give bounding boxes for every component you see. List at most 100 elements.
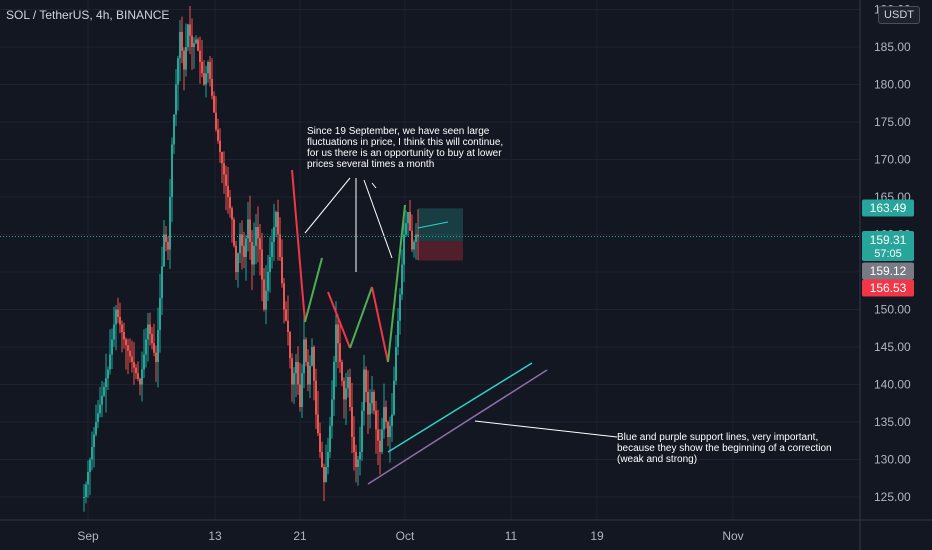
x-tick-label: 19 (590, 529, 604, 543)
candle-body (349, 377, 351, 407)
candle-body (123, 332, 125, 340)
candle-body (239, 234, 241, 254)
candle-body (207, 62, 209, 74)
candle-body (329, 425, 331, 452)
candle-body (99, 404, 101, 414)
grid-lines (0, 0, 860, 520)
candle-body (371, 392, 373, 404)
candle-body (95, 422, 97, 435)
candle-body (163, 234, 165, 267)
candle-body (407, 212, 409, 224)
candle-body (299, 384, 301, 407)
y-tick-label: 135.00 (874, 415, 911, 429)
candle-body (181, 32, 183, 51)
candle-body (187, 24, 189, 47)
candle-body (129, 350, 131, 357)
candle-body (225, 174, 227, 186)
y-tick-label: 180.00 (874, 78, 911, 92)
candle-body (355, 452, 357, 467)
candle-body (327, 452, 329, 467)
candle-body (401, 264, 403, 295)
candle-body (277, 212, 279, 235)
annotation-support[interactable]: Blue and purple support lines, very impo… (617, 432, 832, 465)
candle-body (191, 35, 193, 47)
x-tick-label: 11 (505, 529, 518, 543)
candle-body (395, 347, 397, 381)
candle-body (85, 484, 87, 497)
candle-body (367, 392, 369, 415)
candle-body (171, 144, 173, 197)
candle-body (125, 339, 127, 346)
candle-body (265, 290, 267, 310)
annotation-pointer (474, 420, 618, 438)
candle-body (415, 234, 417, 242)
candle-body (147, 324, 149, 340)
candle-body (197, 39, 199, 51)
candle-body (119, 317, 121, 325)
candle-body (387, 422, 389, 437)
candle-body (209, 62, 211, 79)
candle-body (283, 283, 285, 310)
candle-body (335, 324, 337, 362)
candle-body (121, 324, 123, 332)
candle-body (351, 407, 353, 437)
candle-body (409, 212, 411, 231)
position-stop-zone (418, 241, 463, 261)
candle-body (213, 95, 215, 113)
candle-body (381, 429, 383, 452)
candle-body (273, 227, 275, 242)
currency-button[interactable]: USDT (878, 6, 920, 24)
candle-body (237, 253, 239, 272)
annotation-fluctuations[interactable]: Since 19 September, we have seen large f… (307, 126, 504, 170)
candle-body (175, 84, 177, 115)
candle-body (323, 467, 325, 482)
candle-body (193, 43, 195, 47)
candle-body (103, 387, 105, 396)
candle-body (243, 245, 245, 257)
candle-body (179, 32, 181, 59)
candle-body (309, 365, 311, 385)
trend-segment (349, 286, 373, 349)
candle-body (391, 414, 393, 426)
x-tick-label: Sep (77, 529, 99, 543)
candle-body (295, 362, 297, 374)
candle-body (293, 373, 295, 385)
candle-body (411, 230, 413, 250)
candle-body (331, 399, 333, 426)
price-tag-bg (862, 231, 914, 261)
candle-body (185, 47, 187, 70)
price-tag-bg (862, 279, 914, 297)
candle-body (251, 242, 253, 265)
price-tag-label: 159.31 (870, 233, 907, 247)
candle-body (377, 429, 379, 441)
candle-body (285, 309, 287, 321)
candle-body (263, 279, 265, 310)
position-target-zone (418, 208, 463, 242)
candle-body (157, 330, 159, 362)
candle-body (167, 242, 169, 250)
candle-body (161, 266, 163, 299)
candle-body (275, 212, 277, 227)
x-tick-label: Nov (722, 529, 743, 543)
x-tick-label: Oct (396, 529, 415, 543)
candle-body (109, 354, 111, 370)
candle-body (199, 50, 201, 62)
candle-body (259, 238, 261, 250)
candle-body (257, 227, 259, 239)
price-tag-bg (862, 199, 914, 217)
candle-body (379, 440, 381, 452)
candle-body (343, 380, 345, 400)
candle-body (279, 234, 281, 257)
candle-body (113, 324, 115, 340)
candle-body (139, 378, 141, 385)
candle-body (205, 73, 207, 85)
candle-body (165, 234, 167, 242)
candle-body (325, 467, 327, 482)
candle-body (321, 452, 323, 467)
candle-body (319, 433, 321, 452)
candle-body (133, 362, 135, 368)
candle-body (365, 369, 367, 392)
candle-body (247, 219, 249, 239)
